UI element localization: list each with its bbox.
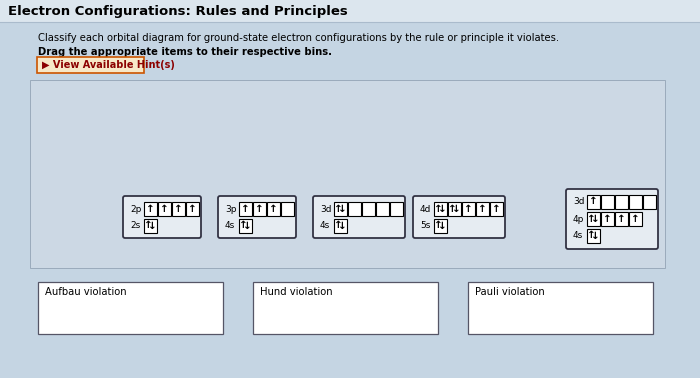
- Text: 4p: 4p: [573, 214, 584, 223]
- Text: ↓: ↓: [438, 203, 447, 214]
- FancyBboxPatch shape: [313, 196, 405, 238]
- Bar: [186, 202, 199, 216]
- Bar: [434, 202, 447, 216]
- Bar: [334, 202, 347, 216]
- Bar: [615, 212, 628, 226]
- Text: ↑: ↑: [334, 203, 343, 214]
- Text: 4s: 4s: [320, 222, 330, 231]
- FancyBboxPatch shape: [413, 196, 505, 238]
- Text: ▶ View Available Hint(s): ▶ View Available Hint(s): [42, 60, 175, 70]
- Text: ↓: ↓: [452, 203, 461, 214]
- Bar: [0, 0, 700, 22]
- Bar: [267, 202, 280, 216]
- Text: 4s: 4s: [573, 231, 583, 240]
- Bar: [434, 219, 447, 233]
- Text: ↓: ↓: [338, 203, 347, 214]
- Bar: [144, 202, 157, 216]
- Text: ↑: ↑: [241, 203, 250, 214]
- Bar: [629, 195, 642, 209]
- Text: ↑: ↑: [174, 203, 183, 214]
- Bar: [476, 202, 489, 216]
- Bar: [30, 80, 665, 268]
- Text: ↑: ↑: [255, 203, 264, 214]
- Bar: [38, 282, 223, 334]
- Bar: [468, 282, 653, 334]
- Text: ↑: ↑: [492, 203, 501, 214]
- Text: 2p: 2p: [130, 204, 141, 214]
- Text: 3p: 3p: [225, 204, 237, 214]
- Text: ↑: ↑: [188, 203, 197, 214]
- Text: ↑: ↑: [589, 197, 598, 206]
- Bar: [158, 202, 171, 216]
- Bar: [362, 202, 375, 216]
- Bar: [601, 212, 614, 226]
- Bar: [334, 219, 347, 233]
- Bar: [587, 229, 600, 243]
- FancyBboxPatch shape: [218, 196, 296, 238]
- Bar: [348, 202, 361, 216]
- Text: ↑: ↑: [434, 220, 443, 231]
- Text: ↑: ↑: [160, 203, 169, 214]
- Text: ↑: ↑: [144, 220, 153, 231]
- Text: ↑: ↑: [617, 214, 626, 223]
- Text: ↑: ↑: [334, 220, 343, 231]
- Bar: [490, 202, 503, 216]
- Text: Aufbau violation: Aufbau violation: [45, 287, 127, 297]
- Bar: [629, 212, 642, 226]
- Bar: [253, 202, 266, 216]
- Bar: [253, 282, 438, 334]
- Bar: [587, 212, 600, 226]
- Text: ↓: ↓: [338, 220, 347, 231]
- Bar: [376, 202, 389, 216]
- Text: 4d: 4d: [420, 204, 431, 214]
- Text: ↓: ↓: [243, 220, 252, 231]
- Text: ↑: ↑: [448, 203, 457, 214]
- Bar: [601, 195, 614, 209]
- Text: ↑: ↑: [434, 203, 443, 214]
- Text: Drag the appropriate items to their respective bins.: Drag the appropriate items to their resp…: [38, 47, 332, 57]
- Bar: [281, 202, 294, 216]
- Text: ↑: ↑: [478, 203, 487, 214]
- Text: ↑: ↑: [587, 231, 596, 240]
- Bar: [643, 195, 656, 209]
- Bar: [172, 202, 185, 216]
- Text: Classify each orbital diagram for ground-state electron configurations by the ru: Classify each orbital diagram for ground…: [38, 33, 559, 43]
- Text: ↓: ↓: [148, 220, 157, 231]
- Bar: [448, 202, 461, 216]
- Text: 3d: 3d: [320, 204, 332, 214]
- Text: Hund violation: Hund violation: [260, 287, 332, 297]
- Text: ↓: ↓: [591, 231, 600, 240]
- Bar: [615, 195, 628, 209]
- Text: ↑: ↑: [239, 220, 248, 231]
- Text: Electron Configurations: Rules and Principles: Electron Configurations: Rules and Princ…: [8, 5, 348, 17]
- Bar: [587, 195, 600, 209]
- Text: 3d: 3d: [573, 197, 584, 206]
- Text: Pauli violation: Pauli violation: [475, 287, 545, 297]
- Text: ↑: ↑: [631, 214, 640, 223]
- FancyBboxPatch shape: [37, 57, 144, 73]
- FancyBboxPatch shape: [566, 189, 658, 249]
- Text: ↓: ↓: [438, 220, 447, 231]
- Bar: [239, 202, 252, 216]
- Text: 2s: 2s: [130, 222, 140, 231]
- Text: 5s: 5s: [420, 222, 430, 231]
- Text: ↓: ↓: [591, 214, 600, 223]
- Bar: [462, 202, 475, 216]
- Bar: [390, 202, 403, 216]
- Text: ↑: ↑: [146, 203, 155, 214]
- Bar: [239, 219, 252, 233]
- Bar: [144, 219, 157, 233]
- Text: ↑: ↑: [269, 203, 278, 214]
- Text: ↑: ↑: [464, 203, 473, 214]
- Text: ↑: ↑: [603, 214, 612, 223]
- FancyBboxPatch shape: [123, 196, 201, 238]
- Text: ↑: ↑: [587, 214, 596, 223]
- Text: 4s: 4s: [225, 222, 235, 231]
